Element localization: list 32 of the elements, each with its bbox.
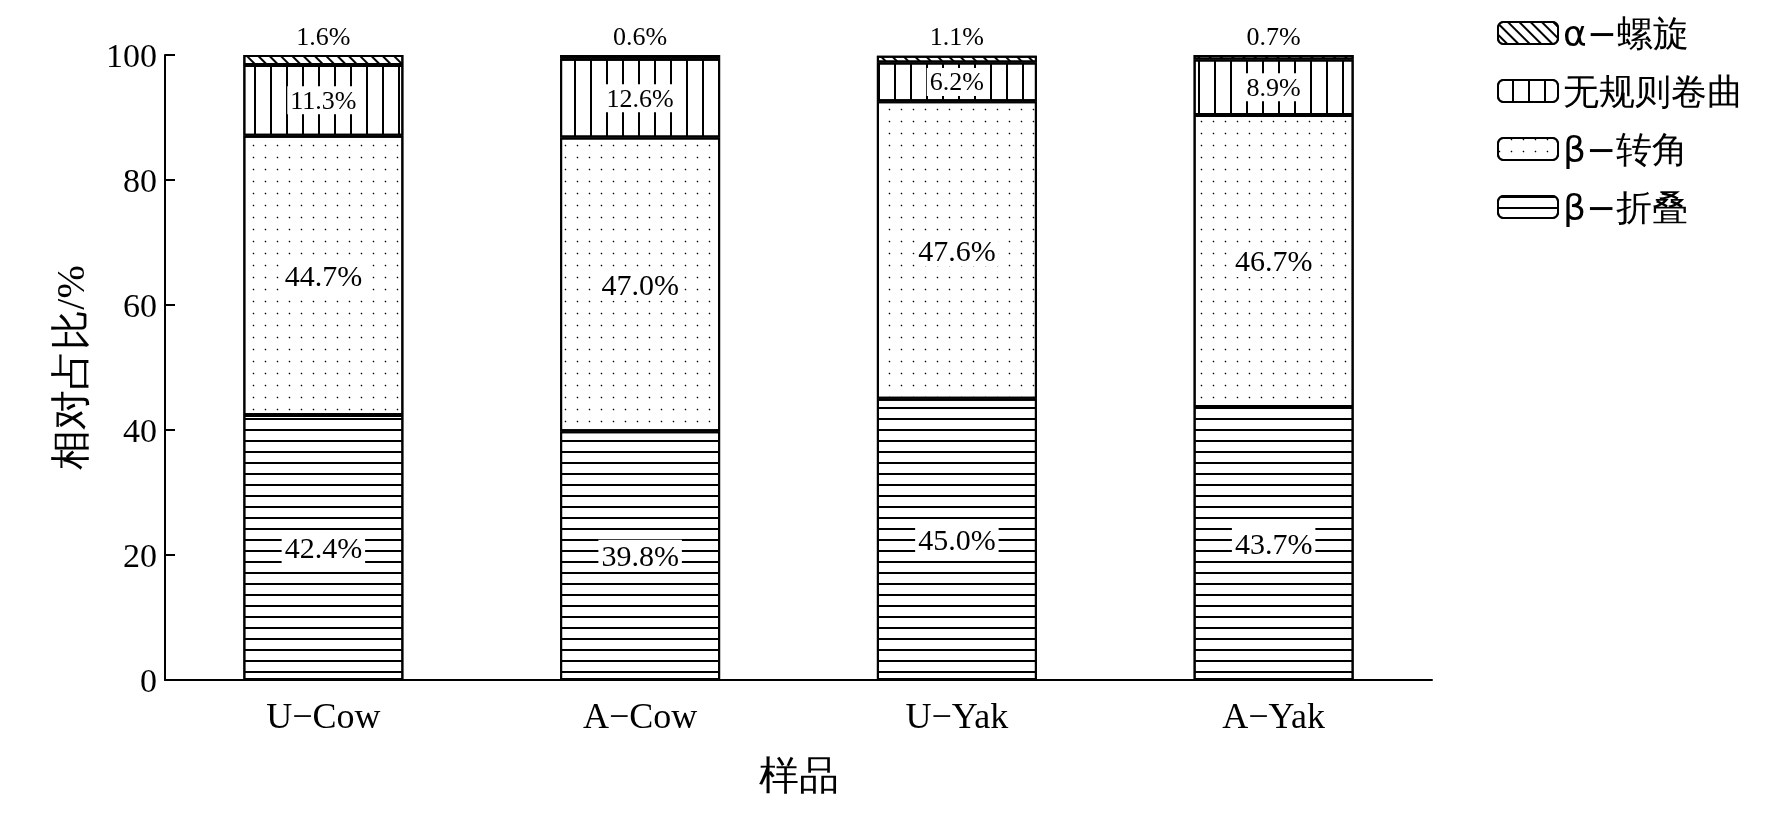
- data-label: 47.0%: [601, 267, 679, 301]
- x-axis-title: 样品: [758, 752, 839, 798]
- y-tick-label: 0: [140, 661, 157, 699]
- data-label: 0.6%: [613, 21, 668, 51]
- y-tick-label: 20: [123, 536, 157, 574]
- data-label: 6.2%: [929, 67, 984, 97]
- legend-label: α−螺旋: [1563, 12, 1689, 54]
- y-tick-label: 80: [123, 161, 157, 199]
- data-label: 45.0%: [918, 522, 996, 556]
- x-tick-label: A−Yak: [1222, 696, 1325, 736]
- y-tick-label: 40: [123, 411, 157, 449]
- x-tick-label: U−Yak: [905, 696, 1009, 736]
- data-label: 42.4%: [284, 531, 363, 564]
- data-label: 0.7%: [1246, 21, 1301, 51]
- data-label: 43.7%: [1234, 526, 1313, 560]
- legend-label: β−转角: [1563, 128, 1689, 170]
- data-label: 47.6%: [918, 233, 996, 267]
- data-label: 46.7%: [1234, 244, 1313, 278]
- data-label: 1.6%: [296, 21, 351, 51]
- data-label: 39.8%: [601, 539, 679, 573]
- y-tick-label: 100: [106, 36, 157, 74]
- x-tick-label: U−Cow: [266, 696, 381, 736]
- data-label: 1.1%: [929, 22, 984, 52]
- data-label: 8.9%: [1246, 72, 1301, 102]
- data-label: 44.7%: [284, 258, 363, 292]
- legend-label: 无规则卷曲: [1563, 70, 1743, 112]
- data-label: 12.6%: [606, 83, 674, 113]
- x-tick-label: A−Cow: [582, 696, 698, 736]
- legend-label: β−折叠: [1563, 186, 1689, 228]
- data-label: 11.3%: [290, 85, 357, 115]
- y-axis-title: 相对占比/%: [47, 265, 93, 470]
- y-tick-label: 60: [123, 286, 157, 324]
